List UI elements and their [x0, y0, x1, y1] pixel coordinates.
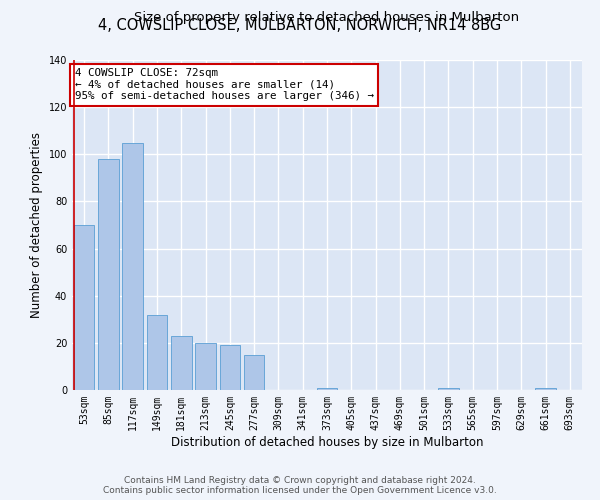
Bar [535, 388, 556, 390]
Bar [146, 314, 167, 390]
Text: 4, COWSLIP CLOSE, MULBARTON, NORWICH, NR14 8BG: 4, COWSLIP CLOSE, MULBARTON, NORWICH, NR… [98, 18, 502, 32]
Y-axis label: Number of detached properties: Number of detached properties [30, 132, 43, 318]
Bar [220, 345, 240, 390]
X-axis label: Distribution of detached houses by size in Mulbarton: Distribution of detached houses by size … [171, 436, 483, 448]
Bar [122, 142, 143, 390]
Bar [74, 225, 94, 390]
Bar [98, 159, 119, 390]
Title: Size of property relative to detached houses in Mulbarton: Size of property relative to detached ho… [134, 11, 520, 24]
Bar [438, 388, 459, 390]
Bar [317, 388, 337, 390]
Bar [171, 336, 191, 390]
Text: 4 COWSLIP CLOSE: 72sqm
← 4% of detached houses are smaller (14)
95% of semi-deta: 4 COWSLIP CLOSE: 72sqm ← 4% of detached … [74, 68, 374, 102]
Bar [244, 354, 265, 390]
Bar [195, 343, 216, 390]
Text: Contains HM Land Registry data © Crown copyright and database right 2024.
Contai: Contains HM Land Registry data © Crown c… [103, 476, 497, 495]
